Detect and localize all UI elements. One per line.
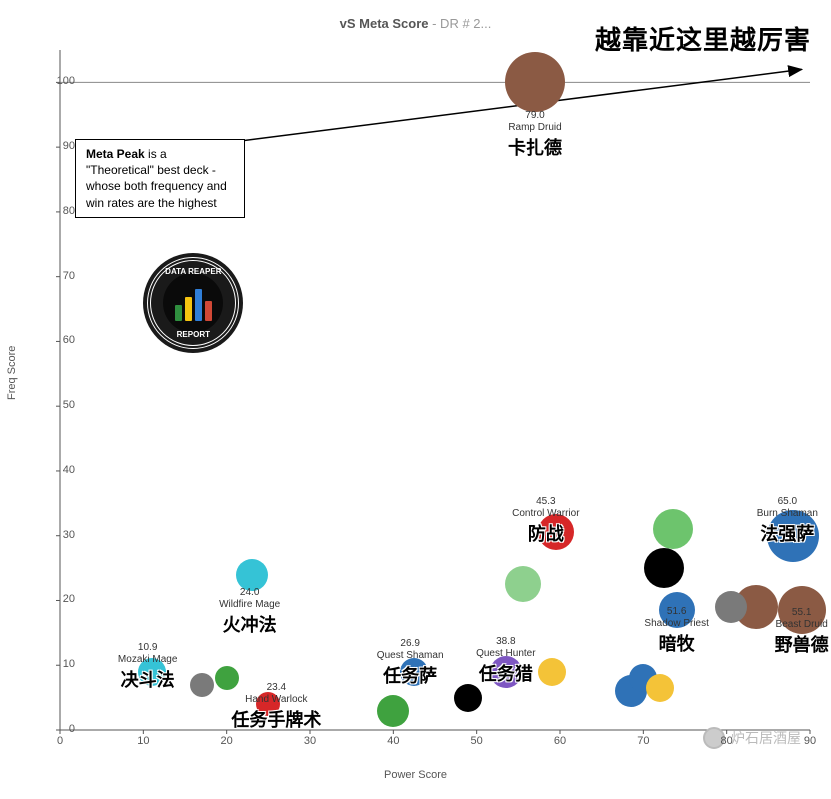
y-tick: 100 [35,75,75,87]
bubble-label: 38.8Quest Hunter [476,636,535,660]
bubble-label: 45.3Control Warrior [512,496,579,520]
bubble-label-cn: 决斗法 [121,666,175,692]
x-axis-label: Power Score [384,769,447,781]
data-bubble[interactable] [215,666,239,690]
data-bubble[interactable] [190,673,214,697]
data-bubble[interactable] [653,509,693,549]
bubble-label-cn: 野兽德 [775,631,829,657]
y-tick: 20 [35,593,75,605]
x-tick: 90 [795,735,825,747]
data-bubble[interactable] [377,695,409,727]
data-bubble[interactable] [715,591,747,623]
y-tick: 60 [35,334,75,346]
bubble-label-cn: 任务猎 [479,660,533,686]
title-main: vS Meta Score [340,16,429,31]
x-tick: 50 [462,735,492,747]
y-tick: 70 [35,270,75,282]
bubble-label-cn: 火冲法 [223,611,277,637]
bubble-label-cn: 任务手牌术 [231,706,321,732]
data-bubble[interactable] [646,674,674,702]
x-tick: 70 [628,735,658,747]
y-tick: 90 [35,140,75,152]
bubble-label: 51.6Shadow Priest [644,606,708,630]
bubble-label-cn: 法强萨 [760,520,814,546]
data-bubble[interactable] [505,566,541,602]
bubble-label: 55.1Beast Druid [776,607,828,631]
title-sub: - DR # 2... [429,16,492,31]
bubble-label-cn: 卡扎德 [508,134,562,160]
callout-bold: Meta Peak [86,147,145,161]
y-tick: 80 [35,205,75,217]
y-tick: 40 [35,464,75,476]
data-reaper-logo: DATA REAPERREPORT [147,257,239,349]
bubble-label: 26.9Quest Shaman [377,638,444,662]
bubble-label-cn: 防战 [528,520,564,546]
y-tick: 10 [35,658,75,670]
bubble-label: 79.0Ramp Druid [508,110,561,134]
x-tick: 0 [45,735,75,747]
y-tick: 50 [35,399,75,411]
y-tick: 0 [35,723,75,735]
x-tick: 30 [295,735,325,747]
bubble-label: 23.4Hand Warlock [245,682,307,706]
x-tick: 40 [378,735,408,747]
x-tick: 80 [712,735,742,747]
x-tick: 10 [128,735,158,747]
bubble-label: 24.0Wildfire Mage [219,587,280,611]
x-tick: 20 [212,735,242,747]
data-bubble[interactable] [505,52,565,112]
data-bubble[interactable] [454,684,482,712]
y-tick: 30 [35,529,75,541]
bubble-label: 10.9Mozaki Mage [118,642,177,666]
bubble-label-cn: 任务萨 [383,662,437,688]
bubble-label-cn: 暗牧 [659,630,695,656]
data-bubble[interactable] [644,548,684,588]
bubble-label: 65.0Burn Shaman [757,496,818,520]
meta-peak-callout: Meta Peak is a "Theoretical" best deck -… [75,139,245,218]
x-tick: 60 [545,735,575,747]
y-axis-label: Freq Score [6,345,18,399]
data-bubble[interactable] [538,658,566,686]
